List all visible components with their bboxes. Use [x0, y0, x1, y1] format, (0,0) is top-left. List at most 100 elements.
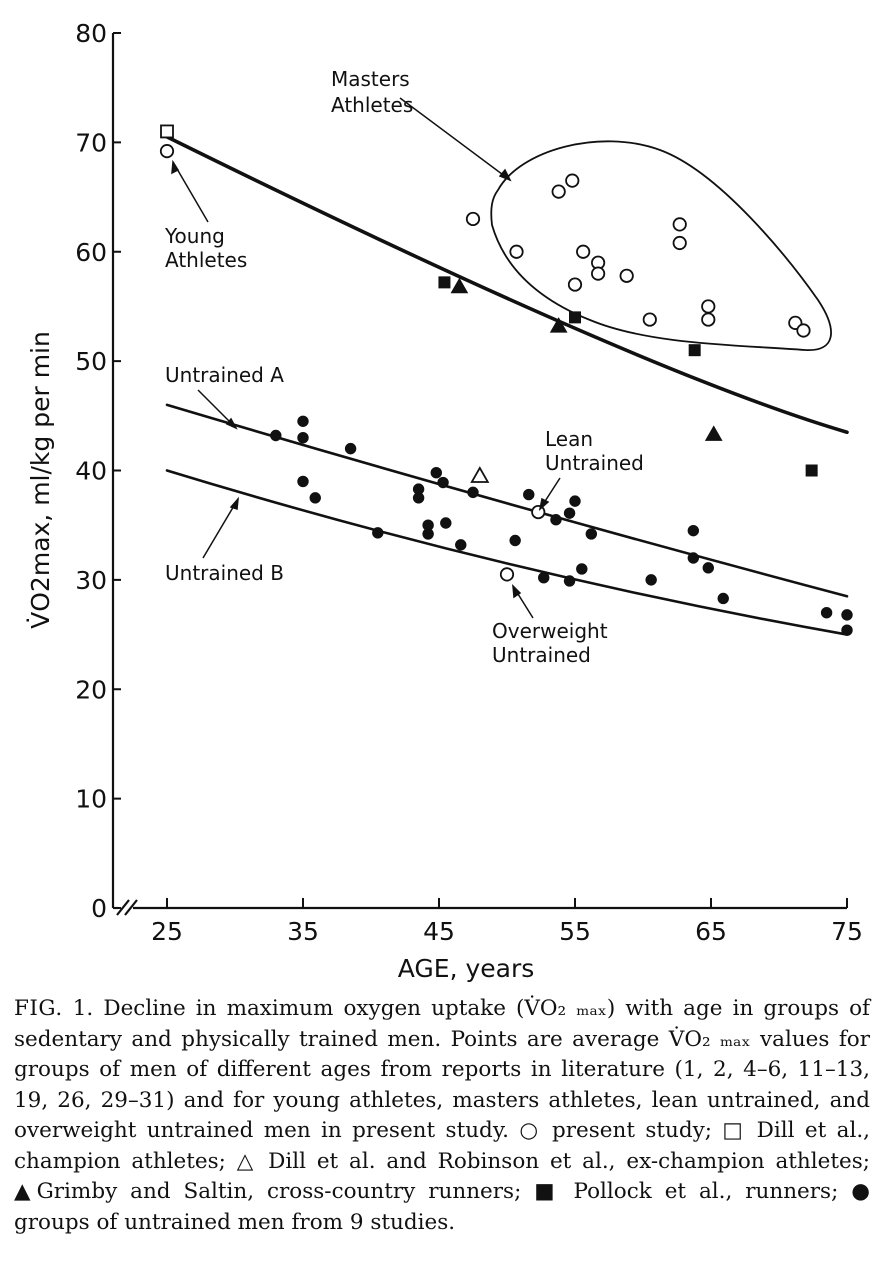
untrained-a-label: Untrained A	[165, 363, 284, 387]
y-tick-label: 70	[75, 128, 107, 157]
data-point-pollock	[569, 311, 581, 324]
data-point-ex-champion	[470, 466, 490, 483]
masters-leader	[399, 97, 511, 181]
data-point-untrained	[430, 466, 442, 479]
y-tick-label: 20	[75, 675, 107, 704]
data-point-present-study	[591, 266, 606, 281]
trend-lines	[165, 135, 849, 636]
data-point-present-study	[619, 268, 634, 283]
data-point-untrained	[372, 527, 384, 539]
x-tick-label: 65	[695, 917, 727, 946]
untrained-a-arrowhead	[225, 417, 238, 430]
data-point-pollock	[805, 464, 818, 477]
data-point-present-study	[565, 173, 580, 188]
lean-arrowhead	[538, 497, 550, 512]
data-point-untrained	[585, 528, 598, 540]
data-point-present-study	[551, 184, 566, 199]
data-point-present-study	[796, 323, 811, 338]
x-tick-label: 25	[151, 917, 183, 946]
data-point-untrained	[702, 562, 714, 574]
data-point-untrained	[412, 492, 425, 504]
overweight-arrowhead	[512, 584, 522, 599]
caption-text: 1. Decline in maximum oxygen uptake (V̇O…	[14, 996, 870, 1235]
masters-arrowhead	[498, 168, 512, 182]
data-point-present-study	[531, 504, 546, 520]
data-point-untrained	[841, 609, 853, 621]
data-point-untrained	[841, 624, 853, 636]
data-point-untrained	[455, 539, 467, 551]
data-point-present-study	[159, 144, 175, 159]
data-point-present-study	[701, 299, 716, 314]
data-point-grimby	[549, 317, 568, 333]
data-point-untrained	[440, 517, 452, 529]
data-point-untrained	[550, 514, 562, 526]
data-point-present-study	[701, 312, 716, 327]
data-point-present-study	[642, 312, 657, 327]
x-axis-label: AGE, years	[398, 954, 535, 983]
y-tick-label: 50	[75, 347, 107, 376]
untrained-b-arrowhead	[229, 496, 239, 511]
data-point-untrained	[687, 552, 700, 564]
vo2max-chart: 0 10 20 30 40 50 60 70 80 25 35 45 55 65 75 AGE, year…	[26, 19, 863, 983]
data-point-grimby	[450, 277, 469, 294]
young-label-line1: Young	[164, 224, 225, 248]
data-point-pollock	[438, 276, 451, 289]
masters-label-line2: Athletes	[331, 93, 413, 117]
data-point-present-study	[567, 277, 583, 292]
data-point-untrained	[523, 488, 535, 501]
data-point-untrained	[309, 492, 321, 504]
x-tick-label: 75	[831, 917, 863, 946]
data-point-grimby	[704, 425, 723, 441]
axis-break-mark-1	[116, 899, 130, 916]
young-arrowhead	[171, 159, 180, 175]
masters-label-line1: Masters	[331, 67, 410, 91]
data-point-untrained	[820, 606, 833, 619]
data-point-untrained	[270, 429, 282, 442]
y-axis-label: V̇O2max, ml/kg per min	[26, 331, 55, 629]
trend-line-3	[165, 469, 849, 636]
untrained-b-label: Untrained B	[165, 561, 284, 585]
data-point-present-study	[465, 211, 481, 227]
data-point-untrained	[422, 528, 434, 540]
axis-break-mark-2	[124, 899, 138, 916]
trend-line-2	[165, 403, 849, 598]
data-point-untrained	[687, 524, 700, 537]
young-leader	[172, 161, 209, 223]
data-point-untrained	[569, 495, 581, 507]
untrained-b-leader	[202, 498, 239, 559]
y-tick-label: 80	[75, 19, 107, 48]
data-point-untrained	[538, 571, 550, 584]
y-tick-label: 10	[75, 785, 107, 814]
data-point-present-study	[672, 235, 687, 251]
data-point-untrained	[509, 534, 521, 547]
data-point-present-study	[509, 244, 524, 259]
young-label-line2: Athletes	[165, 248, 247, 272]
trend-line-1	[165, 135, 849, 435]
y-tick-label: 30	[75, 566, 107, 595]
data-point-untrained	[717, 592, 729, 605]
data-point-untrained	[563, 507, 576, 519]
data-point-untrained	[297, 415, 309, 427]
data-point-untrained	[645, 574, 657, 586]
y-tick-label: 60	[75, 238, 107, 267]
overweight-label-line2: Untrained	[492, 643, 591, 667]
y-tick-label: 0	[91, 894, 107, 923]
data-point-pollock	[688, 344, 701, 357]
x-tick-label: 35	[287, 917, 319, 946]
figure-label: FIG.	[14, 996, 63, 1021]
data-point-untrained	[344, 442, 357, 455]
data-point-untrained	[576, 563, 588, 575]
y-axis-ticks: 0 10 20 30 40 50 60 70 80	[75, 19, 121, 923]
x-tick-label: 45	[423, 917, 455, 946]
data-point-untrained	[467, 486, 479, 499]
annotation-leaders	[171, 97, 561, 619]
x-axis-ticks: 25 35 45 55 65 75	[151, 898, 863, 946]
y-tick-label: 40	[75, 457, 107, 486]
data-point-untrained	[563, 575, 576, 587]
data-point-present-study	[672, 217, 687, 232]
data-point-champion	[160, 124, 174, 139]
data-points	[159, 124, 853, 636]
lean-label-line1: Lean	[545, 427, 593, 451]
data-point-present-study	[576, 244, 591, 259]
data-point-present-study	[499, 567, 515, 582]
